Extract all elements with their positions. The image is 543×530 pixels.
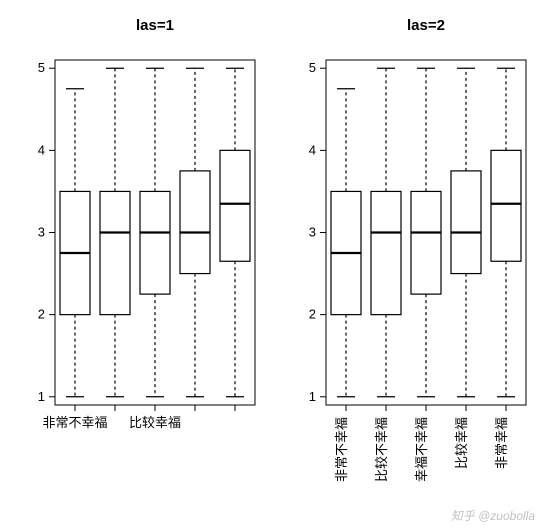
y-tick-label: 3 <box>309 225 316 240</box>
box <box>411 191 441 294</box>
y-tick-label: 5 <box>38 60 45 75</box>
y-tick-label: 5 <box>309 60 316 75</box>
panel-title: las=1 <box>136 17 174 34</box>
box <box>180 171 210 274</box>
y-tick-label: 4 <box>309 142 316 157</box>
box <box>491 150 521 261</box>
box <box>140 191 170 294</box>
x-tick-label: 比较不幸福 <box>374 417 389 482</box>
x-tick-label: 非常幸福 <box>494 417 509 469</box>
x-tick-label: 非常不幸福 <box>334 417 349 482</box>
box <box>451 171 481 274</box>
panel-title: las=2 <box>407 17 445 34</box>
y-tick-label: 3 <box>38 225 45 240</box>
box <box>100 191 130 314</box>
box <box>220 150 250 261</box>
x-tick-label: 比较幸福 <box>454 417 469 469</box>
x-tick-label: 非常不幸福 <box>42 415 107 430</box>
y-tick-label: 2 <box>309 307 316 322</box>
box <box>371 191 401 314</box>
x-tick-label: 比较幸福 <box>129 415 181 430</box>
boxplot-figure: las=1 1 2 3 4 5 非常不幸福 比较幸福 las=2 1 2 3 4 5 非常不幸福 比较不幸福 幸… <box>0 0 543 530</box>
y-tick-label: 1 <box>38 389 45 404</box>
y-tick-label: 1 <box>309 389 316 404</box>
y-tick-label: 4 <box>38 142 45 157</box>
y-tick-label: 2 <box>38 307 45 322</box>
x-tick-label: 幸福不幸福 <box>414 417 429 482</box>
